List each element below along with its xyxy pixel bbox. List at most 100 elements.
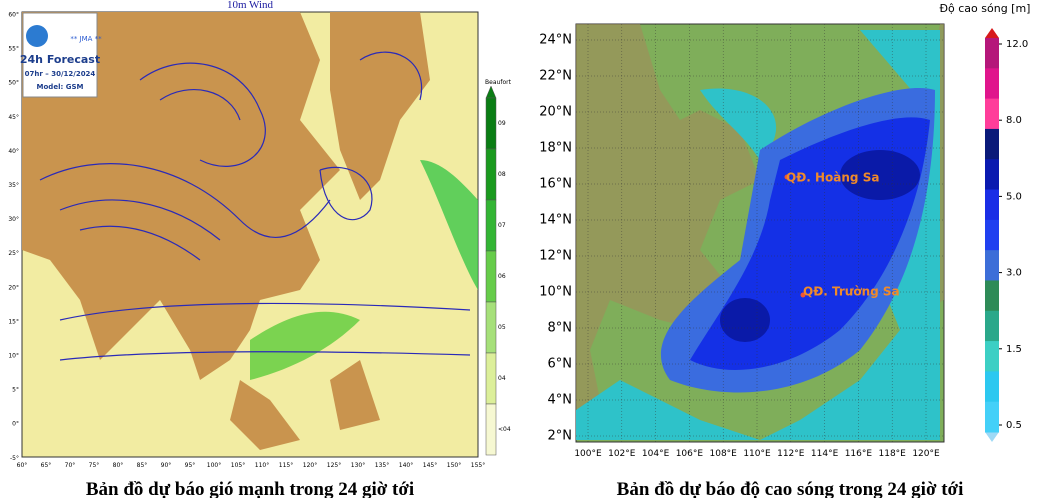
lon-label: 60°: [17, 462, 28, 469]
lon-label: 135°: [375, 462, 389, 469]
colorbar-label: 06: [498, 273, 506, 280]
colorbar-band: [985, 401, 999, 433]
colorbar-band: [985, 250, 999, 281]
colorbar-band: [985, 280, 999, 312]
lon-label: 70°: [65, 462, 76, 469]
lon-label: 116°E: [845, 449, 873, 459]
lon-label: 102°E: [608, 449, 636, 459]
lon-label: 155°: [471, 462, 485, 469]
lat-label: 6°N: [548, 357, 573, 372]
lon-label: 105°: [231, 462, 245, 469]
axis-labels: 24°N 22°N 20°N 18°N 16°N 14°N 12°N 10°N 8°N 6°N 4°…: [539, 33, 940, 460]
logo-icon: [26, 25, 48, 47]
land: [22, 12, 340, 380]
logo-agency: ** JMA **: [70, 35, 102, 43]
lat-label: 10°: [8, 353, 19, 360]
colorbar-band: [985, 159, 999, 191]
lon-label: 125°: [327, 462, 341, 469]
lat-label: 8°N: [548, 321, 573, 336]
lon-label: 150°: [447, 462, 461, 469]
colorbar: 12.0 8.0 5.0 3.0 1.5 0.5: [985, 28, 1028, 442]
colorbar-band: [985, 341, 999, 372]
lat-label: 35°: [8, 182, 19, 189]
colorbar-title: Beaufort: [485, 79, 512, 86]
colorbar-band: [485, 199, 497, 252]
graticule: [576, 24, 944, 442]
caption: Bản đồ dự báo gió mạnh trong 24 giờ tới: [86, 479, 414, 498]
lat-label: 18°N: [539, 141, 572, 156]
logo-heading: 24h Forecast: [20, 53, 100, 66]
lat-label: 24°N: [539, 33, 572, 48]
axis-labels: 60° 55° 50° 45° 40° 35° 30° 25° 20° 15° 10° 5° 0° -5°…: [8, 12, 485, 470]
lon-label: 130°: [351, 462, 365, 469]
wind-zone: [250, 311, 360, 380]
colorbar-cap: [985, 28, 999, 38]
colorbar-band: [485, 403, 497, 456]
lat-label: 0°: [12, 421, 19, 428]
lat-label: 25°: [8, 250, 19, 257]
lat-label: 14°N: [539, 213, 572, 228]
lat-label: -5°: [10, 455, 19, 462]
colorbar-band: [485, 148, 497, 201]
colorbar-label: 8.0: [1006, 115, 1022, 126]
lat-label: 40°: [8, 148, 19, 155]
isobars: [39, 51, 471, 361]
lon-label: 145°: [423, 462, 437, 469]
lon-label: 120°: [303, 462, 317, 469]
lat-label: 4°N: [548, 393, 573, 408]
colorbar-label: 0.5: [1006, 420, 1022, 431]
colorbar-label: 07: [498, 222, 506, 229]
wave-map: QĐ. Hoàng Sa QĐ. Trường Sa Độ cao sóng […: [539, 2, 1030, 459]
lat-label: 20°: [8, 284, 19, 291]
lat-label: 30°: [8, 216, 19, 223]
colorbar-band: [485, 97, 497, 150]
lon-label: 80°: [113, 462, 124, 469]
colorbar-label: 04: [498, 375, 506, 382]
colorbar-band: [985, 128, 999, 160]
lat-label: 2°N: [548, 429, 573, 444]
colorbar-label: <04: [498, 426, 511, 433]
wind-map: 10m Wind ** JMA ** 24h Forecast 07hr – 3…: [8, 0, 511, 469]
map-title: 10m Wind: [227, 0, 274, 11]
colorbar-title: Độ cao sóng [m]: [940, 2, 1031, 15]
lon-label: 100°: [207, 462, 221, 469]
lon-label: 114°E: [811, 449, 839, 459]
lon-label: 115°: [279, 462, 293, 469]
colorbar-label: 05: [498, 324, 506, 331]
lon-label: 65°: [41, 462, 52, 469]
sea-deepest: [720, 298, 770, 342]
land: [230, 360, 380, 450]
logo-time: 07hr – 30/12/2024: [25, 70, 96, 78]
lon-label: 118°E: [879, 449, 907, 459]
lat-label: 60°: [8, 12, 19, 19]
lon-label: 112°E: [777, 449, 805, 459]
sea-deepest: [840, 150, 920, 200]
lat-label: 55°: [8, 46, 19, 53]
lon-label: 85°: [137, 462, 148, 469]
lon-label: 95°: [185, 462, 196, 469]
colorbar-band: [985, 38, 999, 69]
lon-label: 140°: [399, 462, 413, 469]
lon-label: 100°E: [574, 449, 602, 459]
lon-label: 120°E: [912, 449, 940, 459]
colorbar-label: 5.0: [1006, 191, 1022, 202]
wind-zone: [420, 160, 478, 290]
lat-label: 16°N: [539, 177, 572, 192]
colorbar-label: 12.0: [1006, 39, 1028, 50]
colorbar-band: [985, 310, 999, 342]
colorbar-band: [485, 250, 497, 303]
place-marker: [800, 292, 806, 298]
colorbar: 09 08 07 06 05 04 <04: [485, 85, 511, 456]
lat-label: 5°: [12, 387, 19, 394]
lon-label: 75°: [89, 462, 100, 469]
lon-label: 104°E: [642, 449, 670, 459]
colorbar-band: [485, 352, 497, 405]
logo-model: Model: GSM: [37, 83, 84, 91]
lon-label: 108°E: [710, 449, 738, 459]
colorbar-label: 09: [498, 120, 506, 127]
lat-label: 20°N: [539, 105, 572, 120]
lon-label: 90°: [161, 462, 172, 469]
lat-label: 12°N: [539, 249, 572, 264]
place-label: QĐ. Hoàng Sa: [786, 171, 879, 185]
